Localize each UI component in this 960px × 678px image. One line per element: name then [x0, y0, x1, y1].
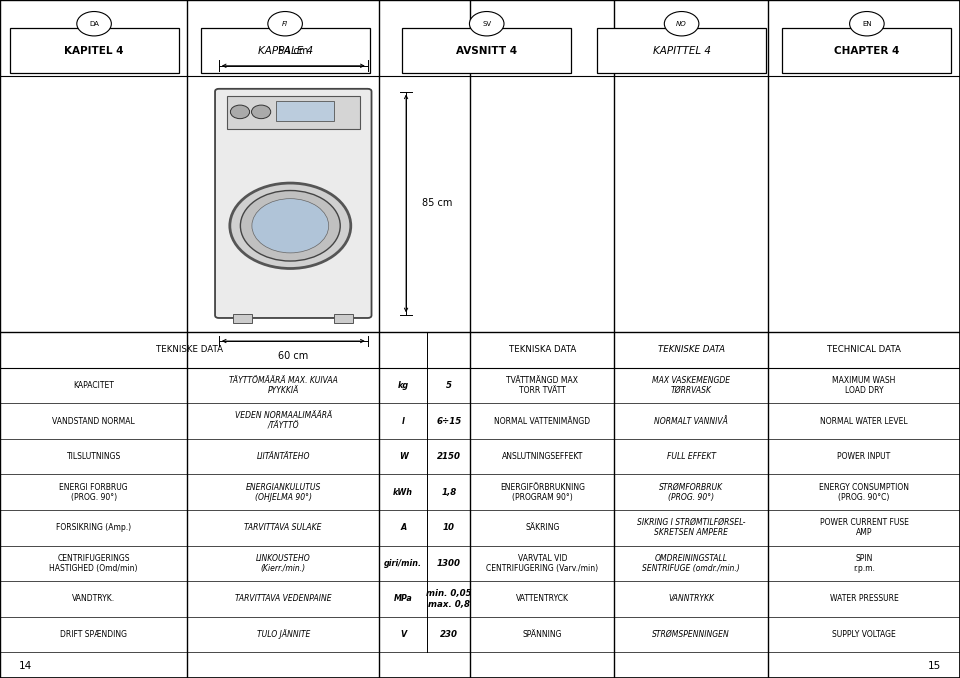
Text: TECHNICAL DATA: TECHNICAL DATA: [828, 346, 900, 355]
Text: SV: SV: [482, 21, 492, 26]
Text: W: W: [398, 452, 408, 461]
Text: NO: NO: [676, 21, 687, 26]
Text: ENERGIANKULUTUS
(OHJELMA 90°): ENERGIANKULUTUS (OHJELMA 90°): [246, 483, 321, 502]
Text: giri/min.: giri/min.: [384, 559, 422, 568]
Text: VATTENTRYCK: VATTENTRYCK: [516, 595, 569, 603]
Text: OMDREININGSTALL
SENTRIFUGE (omdr./min.): OMDREININGSTALL SENTRIFUGE (omdr./min.): [642, 554, 740, 573]
Bar: [597, 28, 766, 73]
Bar: [334, 314, 353, 323]
Text: KAPITTEL 4: KAPITTEL 4: [653, 45, 710, 56]
Text: POWER INPUT: POWER INPUT: [837, 452, 891, 461]
Text: 54 cm: 54 cm: [278, 46, 308, 56]
Circle shape: [469, 12, 504, 36]
Bar: [227, 96, 360, 129]
Text: min. 0,05
max. 0,8: min. 0,05 max. 0,8: [426, 589, 471, 609]
Text: SPÄNNING: SPÄNNING: [522, 630, 563, 639]
Circle shape: [268, 12, 302, 36]
Text: FI: FI: [282, 21, 288, 26]
Circle shape: [229, 183, 350, 268]
Bar: [276, 101, 334, 121]
Text: STRØMFORBRUK
(PROG. 90°): STRØMFORBRUK (PROG. 90°): [660, 483, 723, 502]
Text: CHAPTER 4: CHAPTER 4: [834, 45, 900, 56]
Text: 230: 230: [440, 630, 458, 639]
Text: kWh: kWh: [394, 487, 413, 497]
Text: 60 cm: 60 cm: [278, 351, 308, 361]
Text: TÄYTTÖMÄÄRÄ MAX. KUIVAA
PYYKKIÄ: TÄYTTÖMÄÄRÄ MAX. KUIVAA PYYKKIÄ: [228, 376, 338, 395]
Circle shape: [252, 199, 328, 253]
Bar: [233, 314, 252, 323]
Text: FULL EFFEKT: FULL EFFEKT: [666, 452, 716, 461]
Text: 14: 14: [19, 661, 33, 671]
Text: TILSLUTNINGS: TILSLUTNINGS: [66, 452, 121, 461]
Text: ENERGY CONSUMPTION
(PROG. 90°C): ENERGY CONSUMPTION (PROG. 90°C): [819, 483, 909, 502]
Text: WATER PRESSURE: WATER PRESSURE: [829, 595, 899, 603]
Text: CENTRIFUGERINGS
HASTIGHED (Omd/min): CENTRIFUGERINGS HASTIGHED (Omd/min): [49, 554, 138, 573]
Text: LINKOUSTEHO
(Kierr./min.): LINKOUSTEHO (Kierr./min.): [255, 554, 311, 573]
Text: VEDEN NORMAALIMÄÄRÄ
/TÄYTTÖ: VEDEN NORMAALIMÄÄRÄ /TÄYTTÖ: [234, 412, 332, 431]
Text: EN: EN: [862, 21, 872, 26]
Text: 10: 10: [443, 523, 455, 532]
Circle shape: [230, 105, 250, 119]
Text: kg: kg: [397, 381, 409, 390]
Text: TULO JÄNNITE: TULO JÄNNITE: [256, 629, 310, 639]
Text: ANSLUTNINGSEFFEKT: ANSLUTNINGSEFFEKT: [502, 452, 583, 461]
Bar: [201, 28, 370, 73]
Text: VANNTRYKK: VANNTRYKK: [668, 595, 714, 603]
Circle shape: [240, 191, 340, 261]
Text: TARVITTAVA VEDENPAINE: TARVITTAVA VEDENPAINE: [235, 595, 331, 603]
Text: TEKNISKE DATA: TEKNISKE DATA: [156, 346, 223, 355]
Text: TARVITTAVA SULAKE: TARVITTAVA SULAKE: [245, 523, 322, 532]
Text: TEKNISKA DATA: TEKNISKA DATA: [509, 346, 576, 355]
Text: KAPITEL 4: KAPITEL 4: [64, 45, 124, 56]
Text: 1300: 1300: [437, 559, 461, 568]
Text: DRIFT SPÆNDING: DRIFT SPÆNDING: [60, 630, 127, 639]
Text: SPIN
r.p.m.: SPIN r.p.m.: [853, 554, 875, 573]
Circle shape: [77, 12, 111, 36]
Text: NORMAL WATER LEVEL: NORMAL WATER LEVEL: [820, 416, 908, 426]
Bar: [402, 28, 571, 73]
Text: KAPACITET: KAPACITET: [73, 381, 114, 390]
Text: MAXIMUM WASH
LOAD DRY: MAXIMUM WASH LOAD DRY: [832, 376, 896, 395]
Text: 2150: 2150: [437, 452, 461, 461]
Text: l: l: [402, 416, 404, 426]
Text: ENERGIFÖRBRUKNING
(PROGRAM 90°): ENERGIFÖRBRUKNING (PROGRAM 90°): [500, 483, 585, 502]
Text: TEKNISKE DATA: TEKNISKE DATA: [658, 346, 725, 355]
Text: VANDSTAND NORMAL: VANDSTAND NORMAL: [52, 416, 135, 426]
Circle shape: [252, 105, 271, 119]
Bar: [10, 28, 179, 73]
Text: VANDTRYK.: VANDTRYK.: [72, 595, 115, 603]
Text: TVÄTTMÄNGD MAX
TORR TVÄTT: TVÄTTMÄNGD MAX TORR TVÄTT: [507, 376, 578, 395]
Text: 6÷15: 6÷15: [436, 416, 462, 426]
Text: ENERGI FORBRUG
(PROG. 90°): ENERGI FORBRUG (PROG. 90°): [60, 483, 128, 502]
Bar: [782, 28, 951, 73]
Text: 1,8: 1,8: [442, 487, 456, 497]
Text: AVSNITT 4: AVSNITT 4: [456, 45, 517, 56]
Text: SUPPLY VOLTAGE: SUPPLY VOLTAGE: [832, 630, 896, 639]
Text: NORMAL VATTENIMÄNGD: NORMAL VATTENIMÄNGD: [494, 416, 590, 426]
Text: A: A: [400, 523, 406, 532]
Text: KAPPALE 4: KAPPALE 4: [257, 45, 313, 56]
Text: NORMALT VANNIVÅ: NORMALT VANNIVÅ: [655, 416, 728, 426]
Text: LIITÄNTÄTEHO: LIITÄNTÄTEHO: [256, 452, 310, 461]
Text: VARVTAL VID
CENTRIFUGERING (Varv./min): VARVTAL VID CENTRIFUGERING (Varv./min): [487, 554, 598, 573]
Text: SIKRING I STRØMTILFØRSEL-
SKRETSEN AMPERE: SIKRING I STRØMTILFØRSEL- SKRETSEN AMPER…: [636, 518, 746, 538]
Text: FORSIKRING (Amp.): FORSIKRING (Amp.): [56, 523, 132, 532]
Circle shape: [850, 12, 884, 36]
Text: MAX VASKEMENGDE
TØRRVASK: MAX VASKEMENGDE TØRRVASK: [652, 376, 731, 395]
Text: DA: DA: [89, 21, 99, 26]
Text: SÄKRING: SÄKRING: [525, 523, 560, 532]
Text: 15: 15: [927, 661, 941, 671]
Text: V: V: [400, 630, 406, 639]
Text: STRØMSPENNINGEN: STRØMSPENNINGEN: [653, 630, 730, 639]
Circle shape: [664, 12, 699, 36]
FancyBboxPatch shape: [215, 89, 372, 318]
Text: MPa: MPa: [394, 595, 413, 603]
Text: POWER CURRENT FUSE
AMP: POWER CURRENT FUSE AMP: [820, 518, 908, 538]
Text: 85 cm: 85 cm: [421, 199, 452, 208]
Text: 5: 5: [445, 381, 452, 390]
